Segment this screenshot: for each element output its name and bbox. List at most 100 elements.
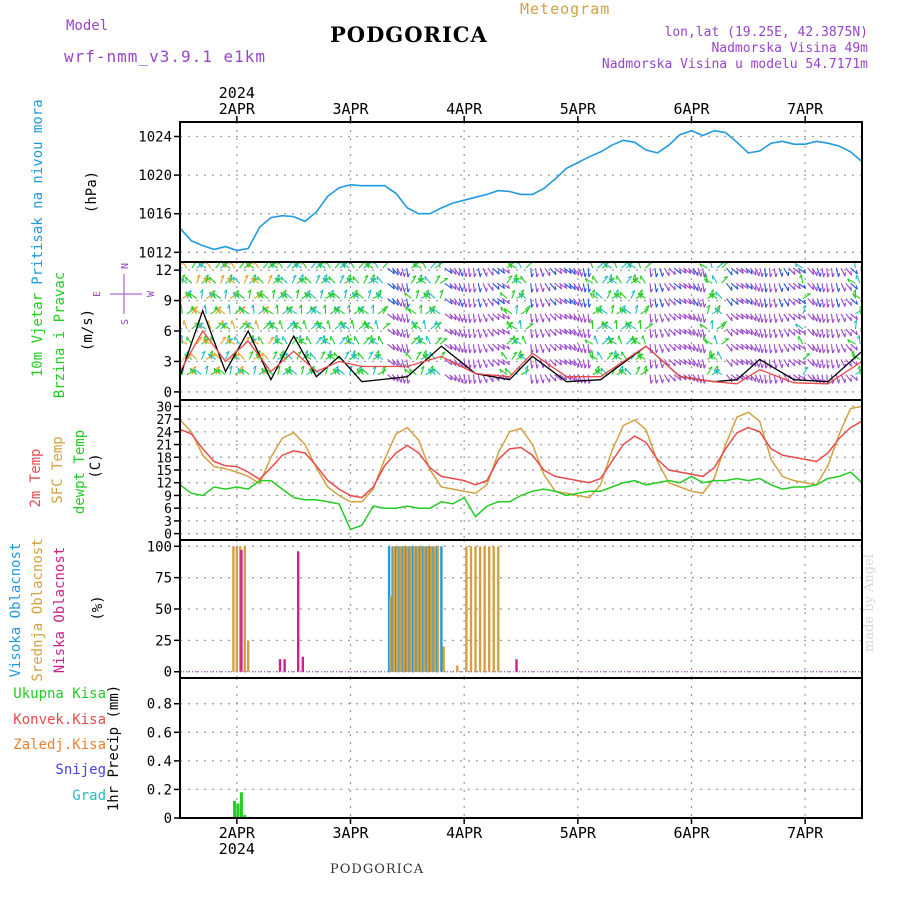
- wind-barb-head: [589, 319, 593, 324]
- wind-barb-head: [688, 360, 692, 366]
- wind-barb: [613, 292, 622, 299]
- wind-barb: [554, 313, 562, 320]
- wind-barb-head: [632, 278, 636, 283]
- wind-barb-head: [639, 289, 643, 294]
- wind-barb: [759, 344, 763, 354]
- wind-barb-head: [250, 277, 254, 282]
- wind-barb-head: [423, 350, 427, 355]
- wind-barb: [358, 365, 363, 375]
- wind-barb: [289, 368, 298, 376]
- wind-barb-head: [812, 346, 815, 351]
- wind-barb: [764, 328, 767, 338]
- wind-barb: [353, 289, 359, 299]
- wind-barb-head: [627, 321, 632, 324]
- wind-barb-head: [559, 300, 563, 305]
- wind-barb-head: [454, 270, 457, 275]
- wind-barb-head: [244, 320, 247, 325]
- wind-barb: [754, 343, 760, 353]
- wind-barb-head: [298, 304, 302, 309]
- wind-barb-head: [837, 348, 841, 354]
- wind-barb-head: [342, 322, 347, 325]
- wind-barb: [621, 351, 627, 360]
- wind-barb: [642, 335, 646, 345]
- wind-barb: [245, 324, 255, 330]
- wind-barb-head: [634, 304, 639, 309]
- wind-barb-head: [655, 349, 659, 354]
- wind-barb: [807, 313, 815, 321]
- wind-barb: [308, 292, 317, 299]
- wind-barb-head: [857, 365, 861, 370]
- wind-barb: [687, 343, 695, 352]
- wind-barb-head: [346, 277, 349, 282]
- wind-barb-head: [714, 307, 717, 312]
- wind-barb: [417, 277, 427, 284]
- wind-barb: [577, 328, 583, 338]
- wind-barb: [391, 298, 399, 306]
- wind-barb: [840, 298, 846, 307]
- wind-barb-head: [328, 292, 331, 297]
- wind-barb-head: [374, 354, 378, 359]
- wind-barb-head: [341, 336, 346, 340]
- wind-barb-head: [412, 324, 416, 329]
- wind-barb: [347, 335, 350, 345]
- wind-barb-head: [366, 322, 371, 325]
- wind-barb: [821, 268, 825, 278]
- wind-barb-head: [392, 346, 396, 351]
- wind-barb: [453, 298, 460, 307]
- wind-barb-head: [850, 316, 852, 321]
- wind-barb-head: [624, 367, 627, 372]
- wind-barb: [802, 293, 811, 299]
- wind-barb: [463, 344, 467, 354]
- cloud-high-bar: [440, 546, 443, 672]
- wind-barb-head: [175, 263, 177, 267]
- wind-barb: [506, 262, 515, 269]
- wind-barb: [840, 313, 846, 323]
- wind-barb: [783, 283, 789, 292]
- wind-barb-head: [185, 291, 188, 296]
- dewpt-line: [179, 471, 863, 531]
- wind-barb: [638, 350, 642, 360]
- wind-barb-head: [322, 339, 325, 344]
- wind-barb-head: [627, 263, 631, 268]
- precip-conv-label: Konvek.Kisa: [13, 712, 106, 728]
- wind-barb: [463, 313, 467, 323]
- wind-barb-head: [486, 302, 488, 307]
- wind-barb: [472, 344, 475, 354]
- wind-barb: [180, 265, 183, 269]
- wind-barb-head: [741, 315, 744, 320]
- wind-barb: [816, 298, 821, 308]
- wind-barb: [649, 328, 652, 338]
- wind-barb-head: [655, 379, 659, 384]
- wind-barb: [453, 267, 460, 276]
- wind-barb: [778, 313, 783, 323]
- wind-barb: [683, 298, 692, 305]
- wind-barb: [320, 289, 324, 299]
- wind-barb-head: [798, 361, 801, 366]
- wind-barb: [492, 267, 500, 275]
- wind-barb: [424, 275, 431, 284]
- wind-barb: [449, 313, 457, 321]
- wind-barb: [343, 262, 346, 269]
- wind-barb: [227, 277, 236, 284]
- wind-barb: [577, 283, 583, 292]
- wind-barb: [802, 366, 809, 375]
- cloud-mid-bar: [433, 546, 436, 672]
- wind-barb: [692, 359, 699, 368]
- wind-barb-head: [302, 320, 305, 325]
- wind-barb: [637, 292, 646, 299]
- wind-barb-head: [204, 365, 209, 370]
- wind-barb-head: [199, 289, 204, 294]
- y-tick-label: 0.4: [147, 754, 172, 770]
- wind-barb-head: [507, 269, 511, 274]
- wind-barb-head: [853, 319, 858, 324]
- wind-barb-head: [615, 289, 619, 294]
- wind-barb-head: [619, 307, 622, 312]
- wind-barb: [830, 268, 834, 278]
- wind-barb-head: [473, 288, 477, 293]
- wind-barb-head: [746, 360, 749, 365]
- wind-barb-head: [245, 324, 249, 329]
- wind-barb: [212, 292, 221, 299]
- wind-barb-head: [497, 331, 500, 336]
- wind-barb: [221, 320, 226, 330]
- wind-barb-head: [855, 270, 858, 275]
